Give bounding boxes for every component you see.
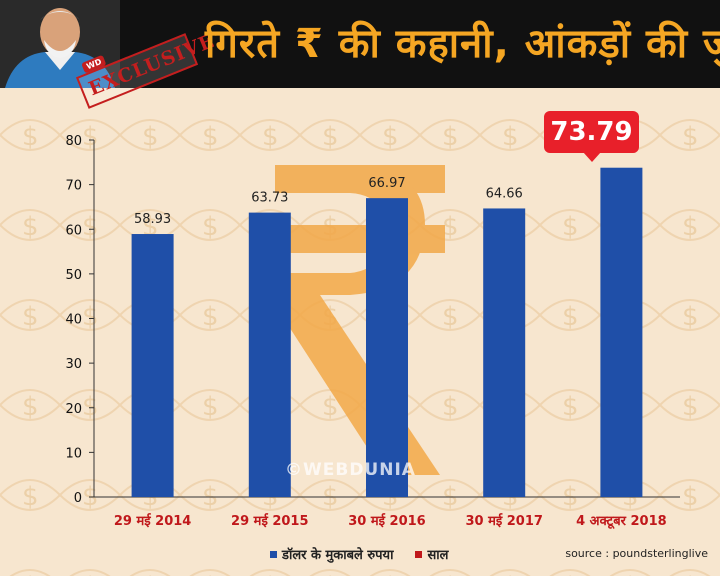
bar-data-label: 63.73 bbox=[251, 191, 288, 206]
highlight-callout-tail bbox=[583, 152, 601, 162]
y-tick-label: 70 bbox=[65, 179, 82, 194]
y-tick-label: 20 bbox=[65, 402, 82, 417]
bar bbox=[131, 234, 174, 497]
y-tick-label: 10 bbox=[65, 446, 82, 461]
legend-item: डॉलर के मुकाबले रुपया bbox=[270, 545, 393, 563]
x-tick-label: 4 अक्टूबर 2018 bbox=[576, 514, 667, 529]
y-tick-label: 60 bbox=[65, 223, 82, 238]
bar bbox=[248, 212, 291, 498]
y-tick-label: 40 bbox=[65, 313, 82, 328]
x-tick-label: 30 मई 2016 bbox=[348, 513, 425, 529]
legend-label: डॉलर के मुकाबले रुपया bbox=[282, 548, 394, 563]
bar bbox=[600, 167, 643, 497]
chart-legend: डॉलर के मुकाबले रुपया साल bbox=[270, 545, 462, 563]
y-tick-label: 80 bbox=[65, 134, 82, 149]
person-photo bbox=[0, 0, 120, 88]
legend-label: साल bbox=[427, 548, 449, 563]
x-tick-label: 29 मई 2015 bbox=[231, 513, 308, 529]
legend-swatch bbox=[270, 550, 277, 558]
y-tick-label: 0 bbox=[74, 491, 82, 506]
x-tick-label: 29 मई 2014 bbox=[114, 513, 191, 529]
page-title: गिरते ₹ की कहानी, आंकड़ों की जुबानी bbox=[205, 21, 720, 67]
legend-swatch bbox=[415, 550, 423, 558]
bar bbox=[483, 208, 526, 497]
x-tick-label: 30 मई 2017 bbox=[465, 513, 542, 529]
bar bbox=[366, 198, 408, 498]
header-bar bbox=[0, 0, 720, 88]
bar-data-label: 58.93 bbox=[134, 212, 171, 227]
bar-data-label: 64.66 bbox=[486, 186, 523, 201]
y-tick-label: 50 bbox=[65, 268, 82, 283]
legend-item: साल bbox=[415, 545, 448, 563]
watermark: ©WEBDUNIA bbox=[285, 460, 416, 480]
bar-data-label: 66.97 bbox=[368, 176, 405, 191]
source-note: source : poundsterlinglive bbox=[565, 547, 708, 560]
y-tick-label: 30 bbox=[65, 357, 82, 372]
highlight-callout: 73.79 bbox=[544, 111, 639, 153]
